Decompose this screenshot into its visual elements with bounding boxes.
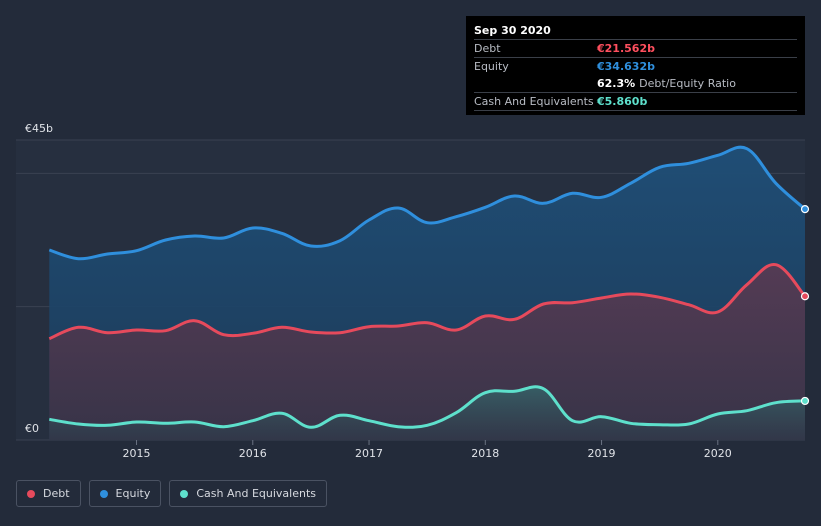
- tooltip-cash-value: €5.860b: [597, 95, 648, 108]
- legend-debt-label: Debt: [43, 487, 70, 500]
- cash-end-marker: [800, 396, 810, 406]
- tooltip-ratio-label: Debt/Equity Ratio: [639, 77, 736, 90]
- x-tick-label: 2020: [704, 447, 732, 460]
- legend: Debt Equity Cash And Equivalents: [16, 480, 327, 507]
- x-tick-label: 2015: [123, 447, 151, 460]
- debt-area: [49, 264, 806, 440]
- legend-cash-label: Cash And Equivalents: [196, 487, 316, 500]
- equity-end-marker: [800, 205, 810, 214]
- x-tick-label: 2018: [471, 447, 499, 460]
- tooltip: Sep 30 2020 Debt €21.562b Equity €34.632…: [466, 16, 805, 115]
- legend-item-cash[interactable]: Cash And Equivalents: [169, 480, 327, 507]
- tooltip-cash-label: Cash And Equivalents: [474, 95, 594, 108]
- debt-line: [48, 263, 807, 341]
- cash-line: [49, 385, 806, 429]
- y-label-bottom: €0: [25, 422, 39, 435]
- tooltip-equity-label: Equity: [474, 60, 509, 73]
- legend-item-debt[interactable]: Debt: [16, 480, 81, 507]
- cash-dot-icon: [180, 489, 189, 498]
- tooltip-debt-value: €21.562b: [597, 42, 655, 55]
- x-tick-label: 2016: [239, 447, 267, 460]
- y-label-top: €45b: [25, 122, 53, 135]
- tooltip-equity-value: €34.632b: [597, 60, 655, 73]
- debt-end-marker: [800, 292, 810, 301]
- tooltip-ratio-row: 62.3% Debt/Equity Ratio: [474, 75, 797, 92]
- legend-item-equity[interactable]: Equity: [88, 480, 162, 507]
- cash-area: [49, 386, 806, 440]
- tooltip-date: Sep 30 2020: [474, 24, 551, 37]
- equity-line: [48, 145, 806, 261]
- tooltip-cash-row: Cash And Equivalents €5.860b: [474, 92, 797, 111]
- equity-dot-icon: [99, 489, 108, 498]
- legend-equity-label: Equity: [115, 487, 151, 500]
- x-tick-label: 2017: [355, 447, 383, 460]
- tooltip-debt-label: Debt: [474, 42, 501, 55]
- tooltip-ratio-value: 62.3%: [597, 77, 636, 90]
- tooltip-equity-row: Equity €34.632b: [474, 57, 797, 75]
- x-tick-label: 2019: [588, 447, 616, 460]
- tooltip-debt-row: Debt €21.562b: [474, 39, 797, 57]
- debt-dot-icon: [27, 489, 35, 498]
